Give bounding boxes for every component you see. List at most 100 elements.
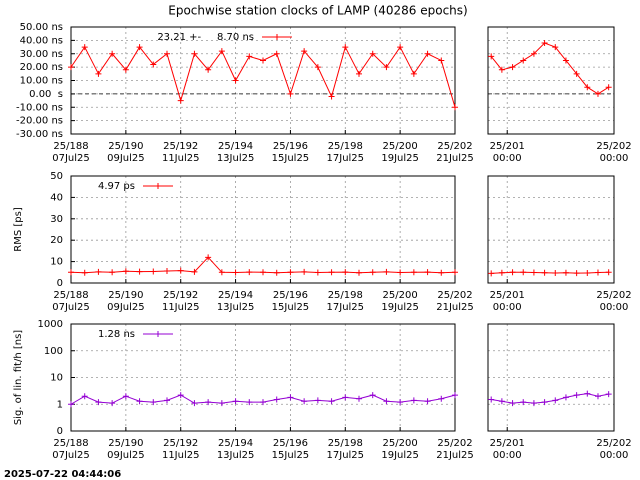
point [498,398,505,405]
point [122,66,129,73]
x-tick-label: 25/201 [490,141,525,152]
point [520,399,527,406]
y-tick-label: 1000 [38,319,63,330]
point [81,393,88,400]
point [177,267,184,274]
point [541,40,548,47]
point [95,268,102,275]
point [273,396,280,403]
point [498,66,505,73]
point [68,401,74,408]
x-tick-label: 25/192 [163,290,198,301]
point [530,400,537,407]
point [150,399,157,406]
x-tick-label: 21Jul25 [436,153,474,164]
point [488,396,495,403]
point [383,398,390,405]
y-tick-label: -30.00 ns [16,129,63,140]
x-tick-label: 25/192 [163,141,198,152]
point [397,399,404,406]
point [541,399,548,406]
point [122,268,129,275]
point [410,397,417,404]
legend-marker [155,331,161,337]
point [573,270,580,277]
point [109,50,116,57]
point [246,399,253,406]
y-tick-label: 0 [57,278,63,289]
x-tick-label: 25/202 [596,438,631,449]
legend-marker [155,183,161,189]
point [232,269,239,276]
x-tick-label: 11Jul25 [162,450,200,461]
point [81,44,88,51]
legend-label: 4.97 ps [98,181,135,192]
x-tick-label: 25/202 [596,141,631,152]
point [383,64,390,71]
x-tick-label: 21Jul25 [436,302,474,313]
x-tick-label: 19Jul25 [381,450,419,461]
point [164,397,170,404]
y-tick-label: 10.00 ns [20,76,63,87]
y-axis-label: Sig. of lin. fit/h [ns] [13,330,24,425]
point [191,50,198,57]
y-tick-label: -20.00 ns [16,116,63,127]
point [314,64,321,71]
y-tick-label: 50 [50,171,63,182]
point [205,399,212,406]
point [356,70,362,77]
point [136,44,143,51]
x-tick-label: 25/202 [437,141,472,152]
point [369,269,376,276]
point [301,398,308,405]
x-tick-label: 25/198 [328,141,363,152]
x-tick-label: 00:00 [493,450,522,461]
point [191,268,198,275]
y-tick-label: 0.00 s [29,89,63,100]
point [301,268,308,275]
point [68,269,74,276]
y-tick-label: 30.00 ns [20,49,63,60]
x-tick-label: 09Jul25 [107,450,145,461]
point [530,50,537,57]
y-tick-label: 40 [50,192,63,203]
point [260,399,266,406]
point [452,269,458,276]
point [452,392,458,399]
point [150,268,157,275]
point [594,90,601,97]
x-tick-label: 07Jul25 [52,302,90,313]
point [520,57,527,64]
point [410,269,417,276]
point [438,269,445,276]
point [205,66,212,73]
x-tick-label: 25/188 [53,141,88,152]
point [584,84,591,91]
point [424,398,431,405]
point [328,93,335,100]
point [541,269,548,276]
point [438,395,445,402]
x-tick-label: 00:00 [600,302,629,313]
y-tick-label: 30 [50,214,63,225]
point [218,269,225,276]
x-tick-label: 09Jul25 [107,153,145,164]
point [509,400,516,407]
x-tick-label: 25/190 [108,141,143,152]
legend-marker [274,34,280,40]
y-tick-label: 20 [50,235,63,246]
x-tick-label: 25/188 [53,438,88,449]
x-tick-label: 25/201 [490,438,525,449]
legend-label: 23.21 +- 8.70 ns [157,32,254,43]
x-tick-label: 25/202 [437,290,472,301]
point [232,398,239,405]
x-tick-label: 19Jul25 [381,153,419,164]
point [488,53,495,60]
x-tick-label: 25/196 [273,290,308,301]
point [177,97,184,104]
x-tick-label: 25/201 [490,290,525,301]
point [424,269,431,276]
point [397,269,404,276]
x-tick-label: 19Jul25 [381,302,419,313]
